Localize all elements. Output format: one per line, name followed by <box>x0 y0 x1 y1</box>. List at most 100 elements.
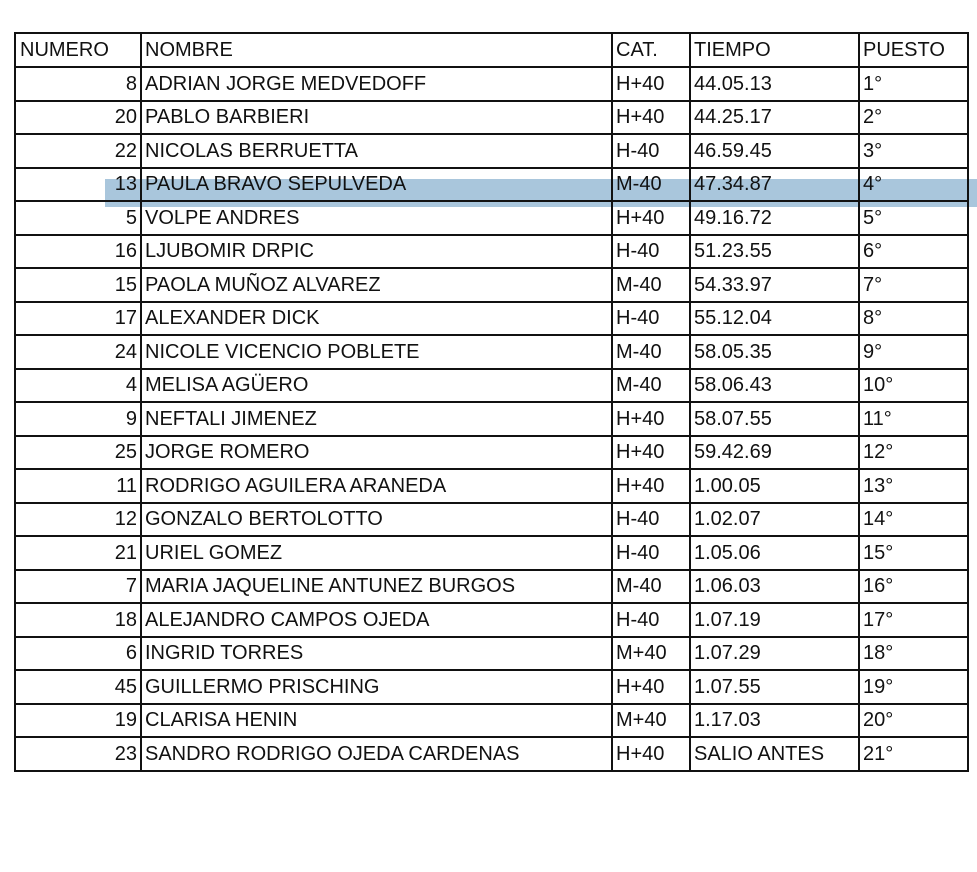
cell-puesto: 3° <box>858 133 969 169</box>
cell-tiempo: 1.05.06 <box>689 535 860 571</box>
cell-cat: H+40 <box>611 434 691 470</box>
table-row: 8 ADRIAN JORGE MEDVEDOFF H+40 44.05.13 1° <box>14 66 969 102</box>
cell-numero: 24 <box>14 334 142 370</box>
cell-tiempo: 1.17.03 <box>689 702 860 738</box>
cell-tiempo: 44.05.13 <box>689 66 860 102</box>
cell-numero: 45 <box>14 669 142 705</box>
cell-numero: 23 <box>14 736 142 772</box>
cell-tiempo: 49.16.72 <box>689 200 860 236</box>
cell-cat: H+40 <box>611 401 691 437</box>
cell-numero: 20 <box>14 99 142 135</box>
cell-nombre: ADRIAN JORGE MEDVEDOFF <box>140 66 613 102</box>
cell-puesto: 16° <box>858 568 969 604</box>
cell-cat: H-40 <box>611 300 691 336</box>
cell-numero: 16 <box>14 233 142 269</box>
cell-puesto: 19° <box>858 669 969 705</box>
cell-cat: H+40 <box>611 669 691 705</box>
cell-puesto: 12° <box>858 434 969 470</box>
cell-cat: H-40 <box>611 233 691 269</box>
cell-numero: 5 <box>14 200 142 236</box>
cell-cat: H+40 <box>611 99 691 135</box>
table-row: 13 PAULA BRAVO SEPULVEDA M-40 47.34.87 4° <box>14 166 969 202</box>
table-row: 6 INGRID TORRES M+40 1.07.29 18° <box>14 635 969 671</box>
cell-puesto: 13° <box>858 468 969 504</box>
cell-puesto: 18° <box>858 635 969 671</box>
cell-nombre: JORGE ROMERO <box>140 434 613 470</box>
cell-nombre: NEFTALI JIMENEZ <box>140 401 613 437</box>
table-row: 45 GUILLERMO PRISCHING H+40 1.07.55 19° <box>14 669 969 705</box>
cell-puesto: 20° <box>858 702 969 738</box>
cell-puesto: 21° <box>858 736 969 772</box>
cell-tiempo: 47.34.87 <box>689 166 860 202</box>
cell-nombre: LJUBOMIR DRPIC <box>140 233 613 269</box>
cell-nombre: VOLPE ANDRES <box>140 200 613 236</box>
cell-tiempo: 46.59.45 <box>689 133 860 169</box>
cell-tiempo: 59.42.69 <box>689 434 860 470</box>
cell-nombre: INGRID TORRES <box>140 635 613 671</box>
header-tiempo: TIEMPO <box>689 32 860 68</box>
cell-tiempo: 1.02.07 <box>689 501 860 537</box>
cell-tiempo: 51.23.55 <box>689 233 860 269</box>
cell-nombre: MELISA AGÜERO <box>140 367 613 403</box>
cell-puesto: 14° <box>858 501 969 537</box>
table-row: 16 LJUBOMIR DRPIC H-40 51.23.55 6° <box>14 233 969 269</box>
cell-tiempo: 1.07.19 <box>689 602 860 638</box>
cell-cat: H-40 <box>611 535 691 571</box>
header-cat: CAT. <box>611 32 691 68</box>
cell-nombre: ALEXANDER DICK <box>140 300 613 336</box>
cell-nombre: CLARISA HENIN <box>140 702 613 738</box>
cell-tiempo: 1.07.55 <box>689 669 860 705</box>
cell-numero: 4 <box>14 367 142 403</box>
cell-nombre: ALEJANDRO CAMPOS OJEDA <box>140 602 613 638</box>
cell-cat: M-40 <box>611 568 691 604</box>
cell-tiempo: 54.33.97 <box>689 267 860 303</box>
cell-numero: 13 <box>14 166 142 202</box>
cell-puesto: 11° <box>858 401 969 437</box>
cell-puesto: 10° <box>858 367 969 403</box>
cell-cat: H+40 <box>611 200 691 236</box>
cell-numero: 17 <box>14 300 142 336</box>
cell-numero: 11 <box>14 468 142 504</box>
cell-cat: H+40 <box>611 736 691 772</box>
table-row: 19 CLARISA HENIN M+40 1.17.03 20° <box>14 702 969 738</box>
cell-puesto: 8° <box>858 300 969 336</box>
cell-tiempo: 55.12.04 <box>689 300 860 336</box>
table-row: 9 NEFTALI JIMENEZ H+40 58.07.55 11° <box>14 401 969 437</box>
table-row: 25 JORGE ROMERO H+40 59.42.69 12° <box>14 434 969 470</box>
table-row: 24 NICOLE VICENCIO POBLETE M-40 58.05.35 9° <box>14 334 969 370</box>
header-puesto: PUESTO <box>858 32 969 68</box>
cell-numero: 25 <box>14 434 142 470</box>
cell-cat: M+40 <box>611 635 691 671</box>
cell-numero: 8 <box>14 66 142 102</box>
table-row: 11 RODRIGO AGUILERA ARANEDA H+40 1.00.05 13° <box>14 468 969 504</box>
table-row: 18 ALEJANDRO CAMPOS OJEDA H-40 1.07.19 17° <box>14 602 969 638</box>
cell-tiempo: 44.25.17 <box>689 99 860 135</box>
cell-numero: 7 <box>14 568 142 604</box>
table-row: 21 URIEL GOMEZ H-40 1.05.06 15° <box>14 535 969 571</box>
cell-numero: 19 <box>14 702 142 738</box>
table-row: 15 PAOLA MUÑOZ ALVAREZ M-40 54.33.97 7° <box>14 267 969 303</box>
cell-tiempo: 58.06.43 <box>689 367 860 403</box>
cell-cat: M-40 <box>611 367 691 403</box>
cell-cat: M+40 <box>611 702 691 738</box>
cell-nombre: MARIA JAQUELINE ANTUNEZ BURGOS <box>140 568 613 604</box>
cell-puesto: 9° <box>858 334 969 370</box>
cell-cat: M-40 <box>611 334 691 370</box>
header-nombre: NOMBRE <box>140 32 613 68</box>
cell-puesto: 1° <box>858 66 969 102</box>
cell-tiempo: 58.07.55 <box>689 401 860 437</box>
cell-numero: 15 <box>14 267 142 303</box>
cell-puesto: 4° <box>858 166 969 202</box>
table-row: 4 MELISA AGÜERO M-40 58.06.43 10° <box>14 367 969 403</box>
header-row: NUMERO NOMBRE CAT. TIEMPO PUESTO <box>14 32 969 68</box>
cell-numero: 21 <box>14 535 142 571</box>
cell-numero: 12 <box>14 501 142 537</box>
cell-puesto: 5° <box>858 200 969 236</box>
cell-puesto: 17° <box>858 602 969 638</box>
cell-cat: H-40 <box>611 602 691 638</box>
cell-nombre: RODRIGO AGUILERA ARANEDA <box>140 468 613 504</box>
cell-cat: M-40 <box>611 267 691 303</box>
cell-puesto: 7° <box>858 267 969 303</box>
table-row: 23 SANDRO RODRIGO OJEDA CARDENAS H+40 SALIO… <box>14 736 969 772</box>
cell-tiempo: 1.07.29 <box>689 635 860 671</box>
